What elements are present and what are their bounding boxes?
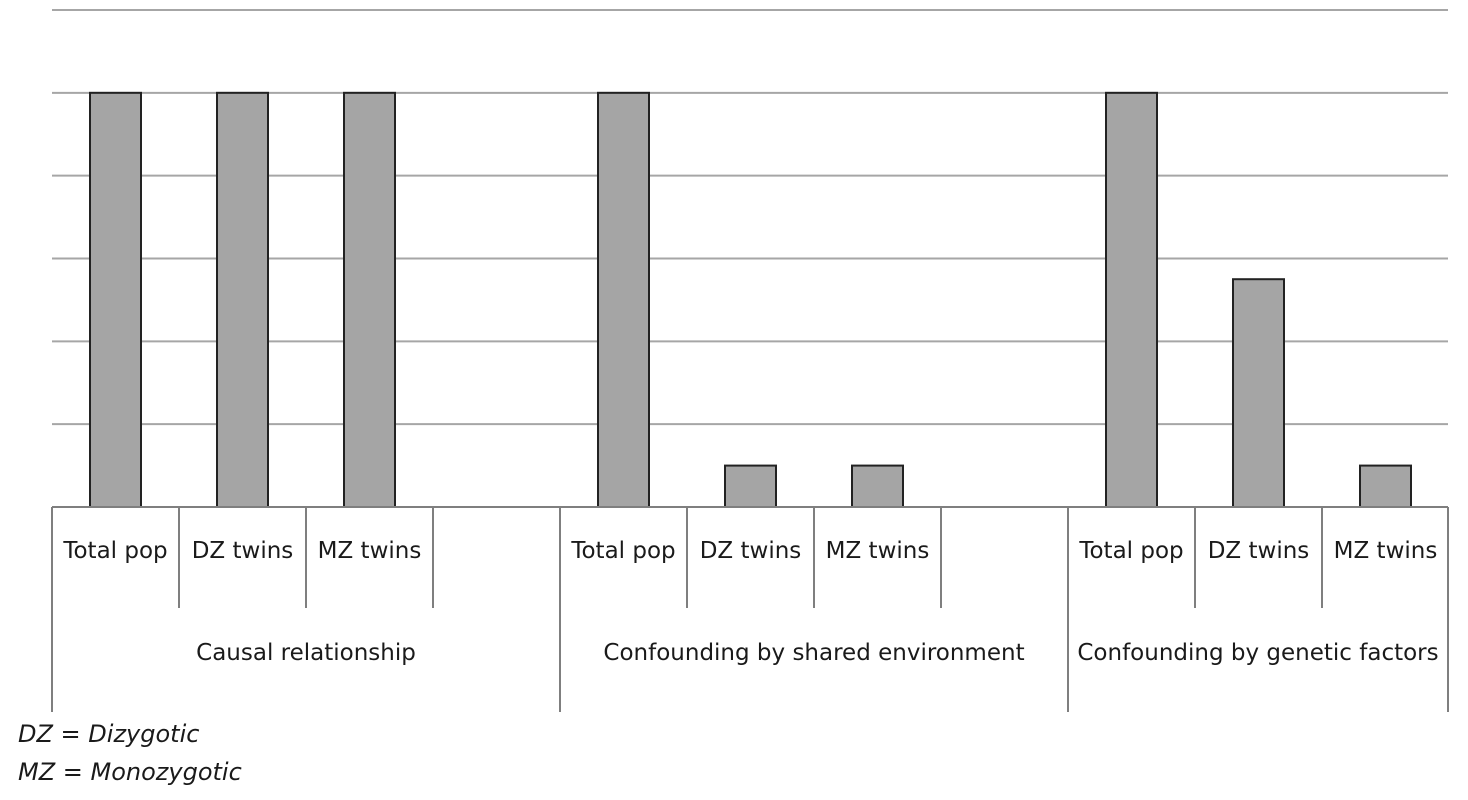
footnote-mz: MZ = Monozygotic	[18, 758, 242, 786]
footnote-dz: DZ = Dizygotic	[18, 720, 200, 748]
bar	[597, 91, 650, 508]
tick-label: DZ twins	[1208, 538, 1310, 564]
tick-label: MZ twins	[1334, 538, 1438, 564]
tick-label: MZ twins	[318, 538, 422, 564]
bar	[851, 464, 904, 509]
group-label: Confounding by genetic factors	[1077, 640, 1438, 666]
bar	[216, 91, 269, 508]
gridlines	[52, 9, 1448, 426]
tick-label: DZ twins	[192, 538, 294, 564]
group-label: Confounding by shared environment	[603, 640, 1024, 666]
bar-chart: Total pop DZ twins MZ twins Causal relation…	[51, 9, 1449, 712]
bar	[343, 91, 396, 508]
bar	[1359, 464, 1412, 509]
tick-label: DZ twins	[700, 538, 802, 564]
axis-labels: Total pop DZ twins MZ twins Causal relation…	[62, 538, 1438, 666]
tick-label: MZ twins	[826, 538, 930, 564]
category-axis	[51, 506, 1449, 712]
bar	[1232, 278, 1285, 509]
tick-label: Total pop	[62, 538, 167, 564]
bar	[1105, 91, 1158, 508]
tick-label: Total pop	[1078, 538, 1183, 564]
bar	[724, 464, 777, 509]
bars	[89, 91, 1412, 509]
tick-label: Total pop	[570, 538, 675, 564]
group-label: Causal relationship	[196, 640, 416, 666]
bar	[89, 91, 142, 508]
